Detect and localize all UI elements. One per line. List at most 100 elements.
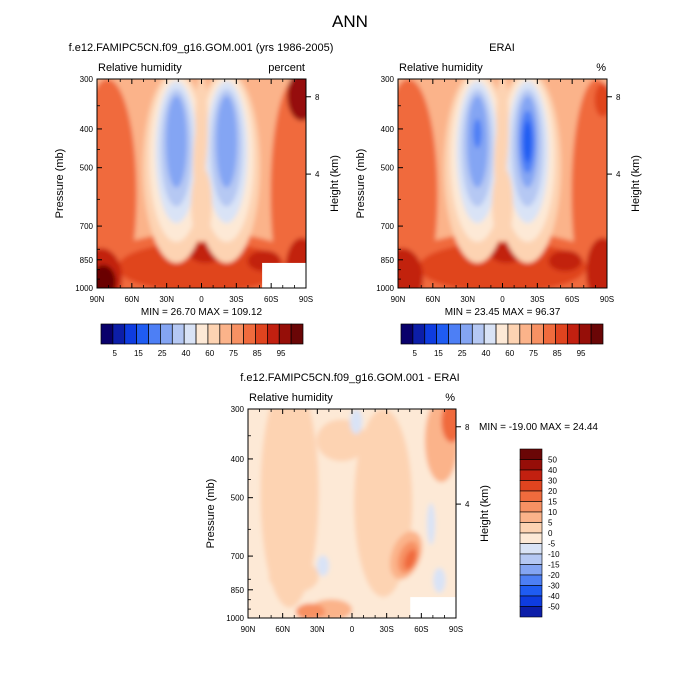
contour-layers	[248, 409, 456, 618]
colorbar-swatch	[519, 564, 543, 576]
contour-region	[441, 409, 456, 443]
missing-data-region	[410, 597, 456, 618]
colorbar-swatch	[519, 553, 543, 565]
colorbar-swatch	[519, 585, 543, 597]
y-tick-label: 850	[80, 256, 94, 265]
contour-region	[191, 166, 212, 243]
y2-tick-label: 4	[465, 500, 470, 509]
contour-layers	[398, 79, 607, 288]
y2-tick-label: 4	[315, 170, 320, 179]
colorbar-swatch	[207, 323, 221, 345]
colorbar-swatch	[519, 501, 543, 513]
colorbar-label: 40	[482, 349, 491, 358]
colorbar-label: -20	[548, 571, 560, 580]
colorbar-label: -50	[548, 603, 560, 612]
contour-region	[586, 237, 607, 288]
colorbar-swatch	[519, 606, 543, 618]
colorbar-swatch	[100, 323, 114, 345]
panel-title: f.e12.FAMIPC5CN.f09_g16.GOM.001 - ERAI	[240, 372, 459, 384]
y-tick-label: 300	[80, 75, 94, 84]
x-tick-label: 90N	[241, 625, 256, 634]
y-tick-label: 400	[381, 125, 395, 134]
colorbar-label: 25	[458, 349, 467, 358]
panel-title: f.e12.FAMIPC5CN.f09_g16.GOM.001 (yrs 198…	[69, 42, 334, 54]
colorbar-label: 60	[205, 349, 214, 358]
colorbar-label: 30	[548, 477, 557, 486]
x-tick-label: 30N	[159, 295, 174, 304]
y-tick-label: 400	[80, 125, 94, 134]
left-label: Relative humidity	[98, 62, 182, 74]
contour-region	[594, 83, 607, 117]
x-tick-label: 60N	[124, 295, 139, 304]
colorbar-label: -30	[548, 582, 560, 591]
x-tick-label: 90S	[449, 625, 463, 634]
colorbar-swatch	[507, 323, 521, 345]
y-tick-label: 700	[231, 552, 245, 561]
x-tick-label: 60S	[414, 625, 428, 634]
colorbar-label: -10	[548, 550, 560, 559]
colorbar-swatch	[171, 323, 185, 345]
colorbar-swatch	[460, 323, 473, 345]
colorbar-swatch	[543, 323, 556, 345]
colorbar-swatch	[412, 323, 426, 345]
x-tick-label: 0	[350, 625, 355, 634]
colorbar-label: 10	[548, 508, 557, 517]
colorbar-swatch	[424, 323, 437, 345]
colorbar-swatch	[124, 323, 137, 345]
colorbar-swatch	[183, 323, 197, 345]
x-tick-label: 0	[500, 295, 505, 304]
colorbar-swatch	[483, 323, 497, 345]
contour-region	[97, 265, 116, 288]
x-tick-label: 30S	[530, 295, 544, 304]
y-axis-title: Pressure (mb)	[54, 149, 66, 219]
colorbar-label: 0	[548, 529, 553, 538]
colorbar-label: 95	[577, 349, 586, 358]
colorbar-swatch	[436, 323, 449, 345]
colorbar-swatch	[519, 574, 543, 586]
colorbar-swatch	[519, 522, 543, 534]
colorbar-swatch	[519, 480, 543, 492]
colorbar-label: 85	[553, 349, 562, 358]
contour-region	[270, 79, 306, 288]
panel-title: ERAI	[489, 42, 515, 54]
y-tick-label: 300	[231, 405, 245, 414]
y2-tick-label: 4	[616, 170, 621, 179]
colorbar-swatch	[160, 323, 173, 345]
y2-axis-title: Height (km)	[630, 155, 642, 212]
contour-region	[117, 242, 286, 288]
colorbar-swatch	[136, 323, 149, 345]
y-tick-label: 400	[231, 455, 245, 464]
y-tick-label: 700	[80, 222, 94, 231]
colorbar-swatch	[531, 323, 544, 345]
stats-label: MIN = 26.70 MAX = 109.12	[141, 307, 263, 318]
colorbar-label: 60	[505, 349, 514, 358]
x-tick-label: 60N	[275, 625, 290, 634]
colorbar-swatch	[519, 448, 543, 460]
x-tick-label: 90S	[600, 295, 614, 304]
contour-region	[195, 79, 208, 178]
y2-axis-title: Height (km)	[329, 155, 341, 212]
colorbar-swatch	[267, 323, 280, 345]
colorbar-swatch	[471, 323, 485, 345]
x-tick-label: 90S	[299, 295, 313, 304]
y-tick-label: 850	[381, 256, 395, 265]
panels-group: f.e12.FAMIPC5CN.f09_g16.GOM.001 (yrs 198…	[54, 42, 642, 634]
colorbar-swatch	[519, 490, 543, 502]
contour-field	[97, 79, 306, 288]
y-axis-title: Pressure (mb)	[355, 149, 367, 219]
colorbar-swatch	[519, 543, 543, 555]
x-tick-label: 60S	[565, 295, 579, 304]
colorbar-swatch	[519, 595, 543, 607]
x-tick-label: 30N	[460, 295, 475, 304]
colorbar-swatch	[195, 323, 209, 345]
colorbar-label: 40	[182, 349, 191, 358]
colorbar-swatch	[495, 323, 509, 345]
colorbar-label: -5	[548, 540, 556, 549]
contour-region	[216, 95, 238, 188]
contour-region	[349, 409, 363, 435]
contour-field	[248, 409, 456, 618]
colorbar-swatch	[255, 323, 268, 345]
colorbar-label: 5	[548, 519, 553, 528]
colorbar-label: 75	[229, 349, 238, 358]
